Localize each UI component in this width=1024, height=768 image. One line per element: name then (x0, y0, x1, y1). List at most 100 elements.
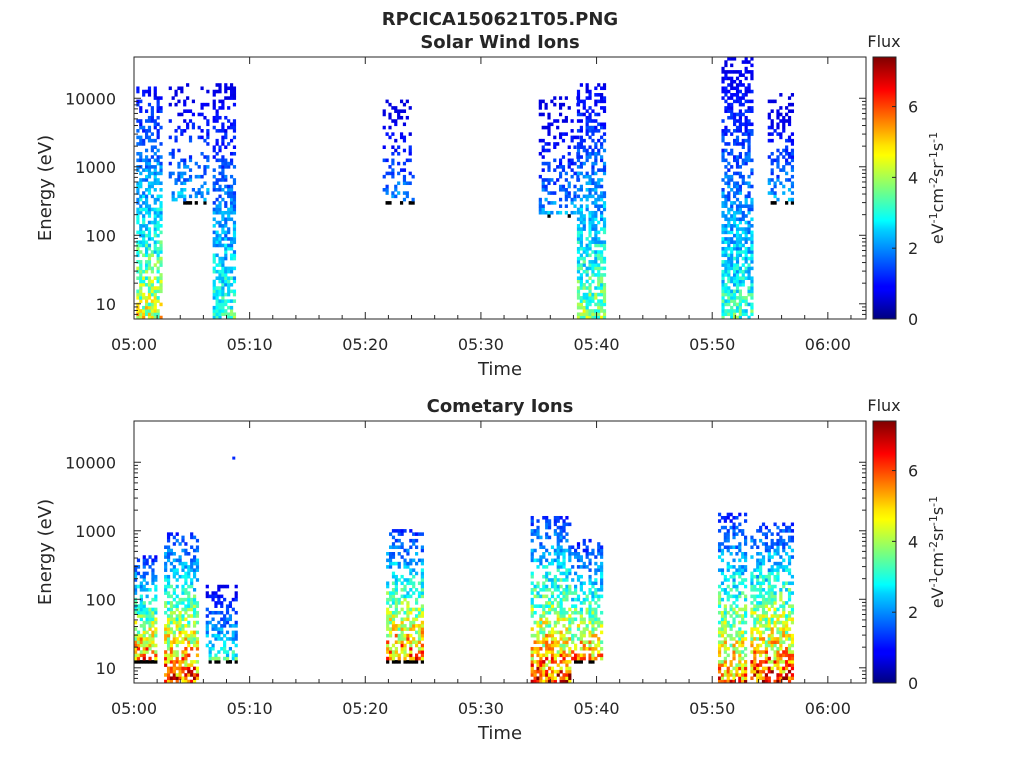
heatmap-cell (142, 194, 146, 199)
heatmap-cell (420, 545, 424, 550)
heatmap-cell (567, 214, 571, 218)
heatmap-cell (386, 558, 390, 563)
heatmap-cell (576, 565, 581, 569)
heatmap-cell (585, 624, 589, 628)
heatmap-cell (759, 601, 763, 605)
heatmap-cell (770, 158, 774, 163)
heatmap-cell (539, 588, 543, 592)
heatmap-cell (136, 184, 140, 189)
heatmap-cell (142, 650, 146, 654)
heatmap-cell (747, 86, 751, 91)
heatmap-cell (231, 653, 235, 658)
heatmap-cell (597, 545, 601, 550)
heatmap-cell (747, 266, 751, 271)
heatmap-cell (744, 161, 748, 166)
heatmap-cell (227, 279, 231, 284)
heatmap-cell (594, 620, 598, 625)
heatmap-cell (562, 656, 566, 661)
heatmap-cell (744, 578, 748, 582)
heatmap-cell (556, 663, 560, 667)
heatmap-cell (568, 637, 572, 641)
heatmap-cell (779, 679, 783, 684)
heatmap-cell (597, 148, 601, 153)
heatmap-cell (142, 253, 146, 258)
heatmap-cell (187, 663, 191, 667)
heatmap-cell (724, 125, 728, 130)
heatmap-cell (147, 165, 152, 169)
heatmap-cell (541, 207, 545, 212)
heatmap-cell (200, 135, 204, 140)
heatmap-cell (776, 178, 780, 182)
heatmap-cell (773, 594, 777, 599)
heatmap-cell (730, 79, 734, 84)
heatmap-cell (172, 669, 176, 674)
heatmap-cell (224, 165, 228, 169)
heatmap-cell (218, 305, 222, 310)
heatmap-cell (229, 309, 234, 313)
heatmap-cell (738, 571, 742, 576)
heatmap-cell (570, 210, 574, 215)
heatmap-cell (192, 630, 197, 635)
heatmap-cell (547, 522, 552, 527)
heatmap-cell (773, 522, 777, 527)
heatmap-cell (224, 246, 228, 251)
heatmap-cell (790, 191, 795, 195)
heatmap-cell (403, 643, 407, 648)
heatmap-cell (585, 640, 589, 644)
y-tick-label: 10 (96, 295, 116, 314)
heatmap-cell (723, 637, 727, 641)
heatmap-cell (744, 240, 748, 244)
heatmap-cell (142, 607, 146, 612)
heatmap-cell (726, 666, 730, 671)
heatmap-cell (232, 299, 237, 303)
heatmap-cell (190, 581, 194, 586)
heatmap-cell (770, 151, 774, 156)
heatmap-cell (215, 276, 219, 280)
heatmap-cell (212, 230, 216, 235)
heatmap-cell (579, 204, 583, 208)
heatmap-cell (153, 240, 157, 244)
heatmap-cell (564, 197, 568, 202)
heatmap-cell (591, 552, 595, 556)
heatmap-cell (562, 640, 566, 644)
heatmap-cell (232, 456, 236, 460)
heatmap-cell (591, 165, 595, 169)
heatmap-cell (412, 538, 416, 543)
heatmap-cell (159, 263, 163, 267)
heatmap-cell (588, 96, 592, 100)
heatmap-cell (553, 142, 557, 146)
heatmap-cell (741, 145, 745, 149)
heatmap-cell (730, 151, 734, 156)
heatmap-cell (420, 630, 424, 635)
heatmap-cell (218, 299, 222, 303)
heatmap-cell (738, 102, 742, 107)
heatmap-cell (397, 565, 401, 569)
heatmap-cell (136, 276, 140, 280)
heatmap-cell (559, 676, 563, 681)
heatmap-cell (397, 601, 401, 605)
heatmap-cell (559, 617, 563, 622)
heatmap-cell (205, 591, 209, 595)
heatmap-cell (750, 253, 754, 258)
heatmap-cell (166, 633, 171, 638)
heatmap-cell (744, 99, 748, 104)
heatmap-cell (787, 155, 792, 159)
heatmap-cell (591, 260, 595, 264)
heatmap-cell (773, 656, 777, 661)
heatmap-cell (727, 184, 731, 189)
heatmap-cell (735, 243, 740, 248)
heatmap-cell (229, 276, 234, 280)
heatmap-cell (151, 617, 155, 622)
heatmap-cell (565, 578, 569, 582)
heatmap-cell (154, 597, 158, 602)
heatmap-cell (195, 676, 200, 681)
heatmap-cell (582, 220, 586, 225)
heatmap-cell (726, 633, 730, 638)
heatmap-cell (215, 151, 219, 156)
heatmap-cell (576, 207, 581, 212)
heatmap-cell (533, 604, 537, 608)
heatmap-cell (139, 296, 143, 300)
heatmap-cell (150, 237, 154, 241)
heatmap-cell (726, 624, 730, 628)
heatmap-cell (782, 119, 786, 123)
